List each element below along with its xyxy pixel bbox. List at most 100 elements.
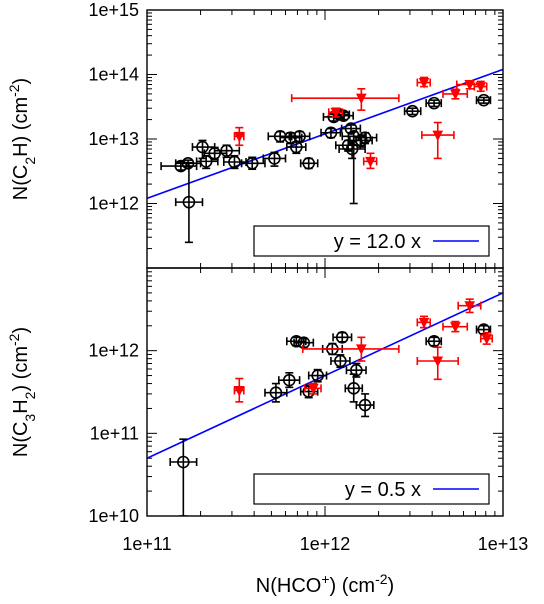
red-point — [290, 88, 400, 111]
triangle-marker — [450, 322, 461, 333]
circle-marker — [282, 373, 296, 387]
red-point — [457, 298, 482, 314]
triangle-marker — [233, 385, 245, 397]
circle-marker — [177, 455, 190, 469]
red-point — [416, 315, 432, 329]
label-part: 2 — [22, 391, 38, 399]
black-point — [169, 438, 198, 516]
black-point — [332, 331, 353, 344]
red-point — [303, 382, 322, 395]
circle-marker — [269, 386, 283, 400]
black-point — [240, 156, 266, 171]
triangle-marker — [308, 383, 319, 395]
label-part: -2 — [375, 571, 388, 587]
label-part: -2 — [6, 333, 22, 346]
circle-marker — [477, 93, 491, 107]
circle-marker — [290, 140, 303, 154]
black-point — [299, 157, 319, 170]
circle-marker — [406, 104, 419, 118]
label-part: H — [10, 399, 32, 413]
label-part: N(C — [10, 422, 32, 458]
red-point — [327, 107, 344, 119]
circle-marker — [228, 155, 241, 169]
triangle-marker — [365, 156, 376, 168]
legend-label: y = 12.0 x — [334, 231, 421, 253]
circle-marker — [268, 152, 281, 165]
panel-frame — [146, 267, 504, 517]
plot-area — [147, 292, 503, 516]
red-point — [233, 377, 245, 403]
circle-marker — [196, 140, 209, 154]
legend: y = 12.0 x — [253, 225, 490, 257]
black-point — [277, 371, 301, 389]
triangle-marker — [464, 79, 476, 91]
triangle-marker — [481, 334, 493, 345]
label-part: N(HCO — [256, 575, 322, 597]
triangle-marker — [356, 93, 367, 105]
triangle-marker — [356, 344, 367, 356]
circle-marker — [358, 131, 372, 144]
label-part: H) (cm — [10, 97, 32, 157]
circle-marker — [347, 382, 361, 395]
red-point — [442, 88, 469, 101]
label-part: N(C — [10, 165, 32, 201]
red-point — [362, 152, 378, 170]
circle-marker — [302, 157, 316, 170]
circle-marker — [311, 369, 325, 382]
triangle-marker — [330, 107, 342, 119]
circle-marker — [334, 354, 347, 368]
panel-1: 1e+12 1e+13 1e+14 1e+15 N(C2H) (cm-2) y = 12.… — [6, 0, 504, 269]
black-point — [264, 382, 288, 403]
label-part: ) (cm — [10, 346, 32, 392]
circle-marker — [324, 126, 338, 140]
x-tick-label: 1e+11 — [122, 534, 171, 554]
black-point — [403, 104, 422, 118]
black-point — [262, 151, 287, 167]
black-point — [320, 126, 342, 140]
circle-marker — [337, 109, 350, 122]
circle-marker — [181, 157, 195, 170]
black-point — [213, 144, 241, 159]
circle-marker — [350, 363, 363, 377]
red-point — [233, 126, 245, 147]
y-tick-label: 1e+13 — [88, 129, 139, 149]
red-point — [416, 76, 432, 89]
black-point — [285, 140, 307, 155]
black-point — [279, 131, 303, 145]
red-point — [479, 331, 494, 345]
triangle-marker — [418, 78, 430, 89]
y-tick-label: 1e+12 — [88, 194, 139, 214]
black-point — [174, 161, 204, 244]
label-part: 2 — [22, 157, 38, 165]
circle-marker — [245, 157, 259, 170]
black-point — [330, 354, 351, 369]
label-part: + — [321, 571, 329, 587]
y-tick-label: 1e+11 — [90, 423, 139, 443]
circle-marker — [199, 155, 213, 168]
label-part: 3 — [22, 414, 38, 422]
label-part: ) — [10, 327, 32, 334]
y-axis-title: N(C2H) (cm-2) — [6, 78, 38, 200]
black-point — [344, 373, 364, 403]
circle-marker — [427, 96, 441, 110]
label-part: -2 — [6, 84, 22, 97]
y-tick-label: 1e+15 — [88, 0, 139, 20]
circle-marker — [355, 134, 368, 147]
circle-marker — [345, 142, 359, 156]
x-axis-title: N(HCO+) (cm-2) — [256, 571, 394, 597]
triangle-marker — [464, 301, 476, 312]
label-part: ) — [388, 575, 395, 597]
circle-marker — [335, 331, 349, 344]
red-point — [416, 346, 459, 381]
circle-marker — [220, 144, 233, 157]
label-part: ) (cm — [330, 575, 376, 597]
y-tick-label: 1e+10 — [88, 506, 139, 526]
y-axis-title: N(C3H2) (cm-2) — [6, 327, 38, 457]
black-point — [475, 93, 492, 107]
red-point — [301, 336, 400, 362]
triangle-marker — [432, 130, 444, 142]
red-point — [473, 80, 488, 93]
legend: y = 0.5 x — [253, 473, 490, 505]
black-point — [222, 154, 247, 170]
triangle-marker — [450, 89, 461, 101]
